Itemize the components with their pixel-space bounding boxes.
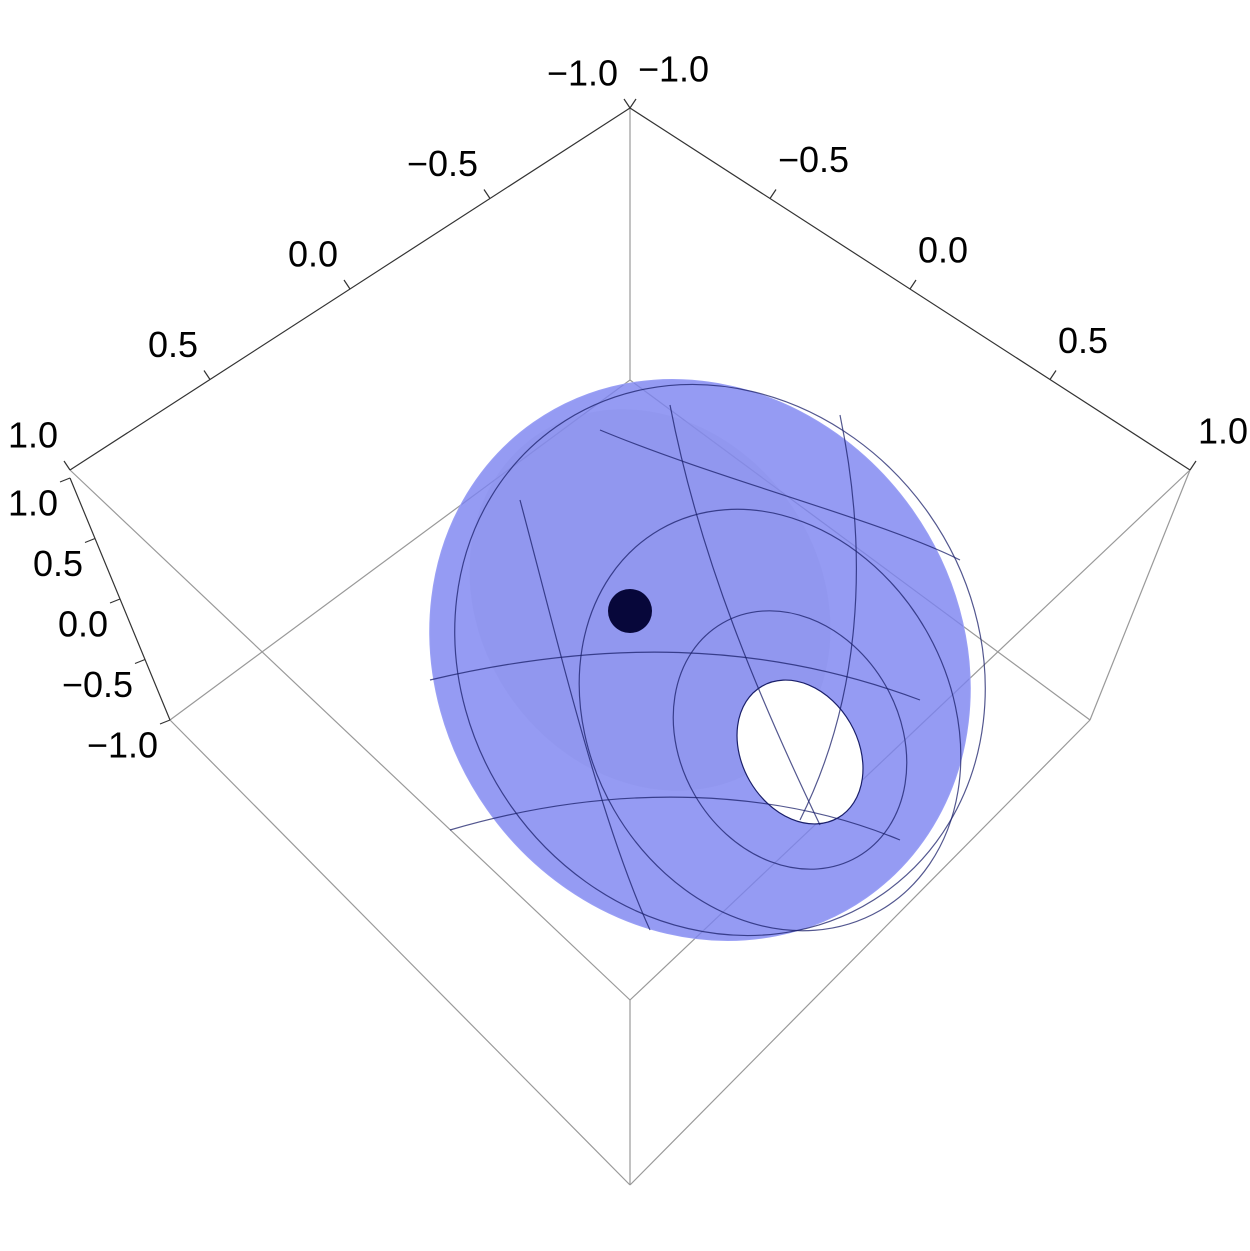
tick-mark xyxy=(909,279,917,290)
surface xyxy=(429,379,986,941)
x-tick-label: −0.5 xyxy=(407,143,478,184)
y-tick-label: 0.0 xyxy=(918,230,968,271)
z-tick-label: 0.0 xyxy=(58,604,108,645)
tick-mark xyxy=(159,719,171,725)
tick-mark xyxy=(623,98,631,109)
tick-mark xyxy=(629,98,637,109)
y-tick-label: −0.5 xyxy=(778,139,849,180)
tick-mark xyxy=(769,189,777,199)
y-tick-label: 1.0 xyxy=(1198,411,1248,452)
tick-mark xyxy=(134,658,146,665)
x-tick-label: 0.0 xyxy=(288,234,338,275)
tick-mark xyxy=(203,370,211,380)
z-tick-label: 0.5 xyxy=(33,543,83,584)
y-tick-label: 0.5 xyxy=(1058,320,1108,361)
tick-mark xyxy=(1189,460,1197,471)
tick-mark xyxy=(343,279,351,290)
tick-mark xyxy=(84,537,96,544)
x-tick-label: 1.0 xyxy=(8,415,58,456)
x-tick-label: 0.5 xyxy=(148,324,198,365)
tick-mark xyxy=(63,460,71,471)
x-tick-label: −1.0 xyxy=(547,53,618,94)
tick-mark xyxy=(483,189,491,199)
y-tick-label: −1.0 xyxy=(638,49,709,90)
tick-mark xyxy=(59,477,71,483)
z-tick-label: −1.0 xyxy=(87,725,158,766)
tick-mark xyxy=(1049,370,1057,380)
z-tick-label: −0.5 xyxy=(62,664,133,705)
tick-mark xyxy=(109,598,121,604)
z-tick-label: 1.0 xyxy=(8,483,58,524)
